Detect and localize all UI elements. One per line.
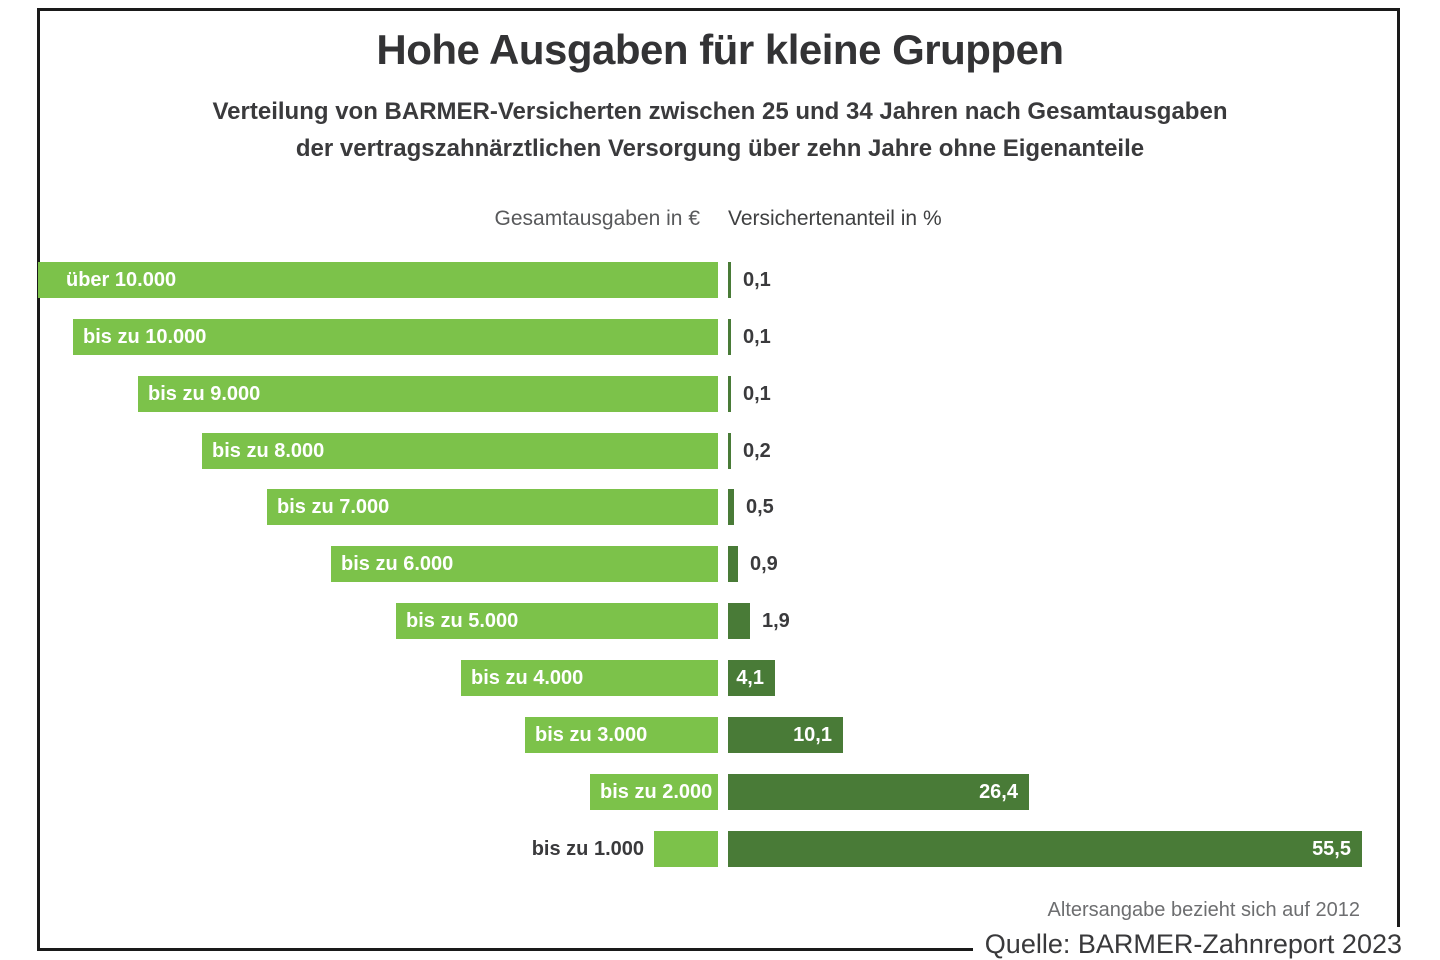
category-label: bis zu 8.000: [212, 439, 325, 462]
value-label: 0,1: [743, 269, 771, 291]
value-bar: [728, 546, 738, 582]
category-label: bis zu 6.000: [341, 552, 454, 575]
value-bar: [728, 489, 734, 525]
value-bar: [728, 433, 731, 469]
category-label: bis zu 10.000: [83, 325, 207, 348]
value-label: 1,9: [762, 610, 790, 632]
category-label: bis zu 9.000: [148, 382, 261, 405]
value-label: 26,4: [979, 780, 1018, 803]
value-bar: 4,1: [728, 660, 775, 696]
value-bar: [728, 262, 731, 298]
category-label: bis zu 5.000: [406, 609, 519, 632]
value-bar: [728, 603, 750, 639]
category-bar: bis zu 9.000: [138, 376, 718, 412]
category-bar: bis zu 3.000: [525, 717, 718, 753]
category-bar: bis zu 7.000: [267, 489, 718, 525]
left-axis-header: Gesamtausgaben in €: [494, 207, 700, 230]
category-bar: bis zu 2.000: [590, 774, 718, 810]
chart-subtitle: Verteilung von BARMER-Versicherten zwisc…: [0, 93, 1440, 167]
chart-source: Quelle: BARMER-Zahnreport 2023: [972, 927, 1402, 960]
chart-frame-border: [37, 8, 1400, 951]
value-bar: 26,4: [728, 774, 1029, 810]
category-bar: bis zu 4.000: [461, 660, 718, 696]
value-label: 0,9: [750, 553, 778, 575]
category-label: bis zu 7.000: [277, 495, 390, 518]
category-bar: [654, 831, 718, 867]
category-bar: über 10.000: [38, 262, 718, 298]
value-label: 4,1: [736, 666, 764, 689]
category-label: bis zu 1.000: [531, 838, 644, 860]
value-label: 0,5: [746, 496, 774, 518]
category-bar: bis zu 5.000: [396, 603, 718, 639]
value-label: 10,1: [793, 723, 832, 746]
value-label: 0,1: [743, 326, 771, 348]
chart-footnote: Altersangabe bezieht sich auf 2012: [1047, 899, 1360, 921]
category-label: bis zu 3.000: [535, 723, 648, 746]
category-bar: bis zu 8.000: [202, 433, 718, 469]
category-bar: bis zu 10.000: [73, 319, 718, 355]
chart-subtitle-line2: der vertragszahnärztlichen Versorgung üb…: [295, 135, 1145, 162]
value-bar: [728, 376, 731, 412]
value-bar: 10,1: [728, 717, 843, 753]
value-bar: 55,5: [728, 831, 1362, 867]
right-axis-header: Versichertenanteil in %: [728, 207, 942, 230]
category-label: über 10.000: [66, 268, 177, 291]
category-label: bis zu 2.000: [600, 780, 713, 803]
category-bar: bis zu 6.000: [331, 546, 718, 582]
value-label: 0,2: [743, 440, 771, 462]
value-label: 0,1: [743, 383, 771, 405]
chart-title: Hohe Ausgaben für kleine Gruppen: [376, 26, 1064, 73]
value-label: 55,5: [1312, 837, 1351, 860]
chart-subtitle-line1: Verteilung von BARMER-Versicherten zwisc…: [212, 98, 1228, 125]
value-bar: [728, 319, 731, 355]
category-label: bis zu 4.000: [471, 666, 584, 689]
